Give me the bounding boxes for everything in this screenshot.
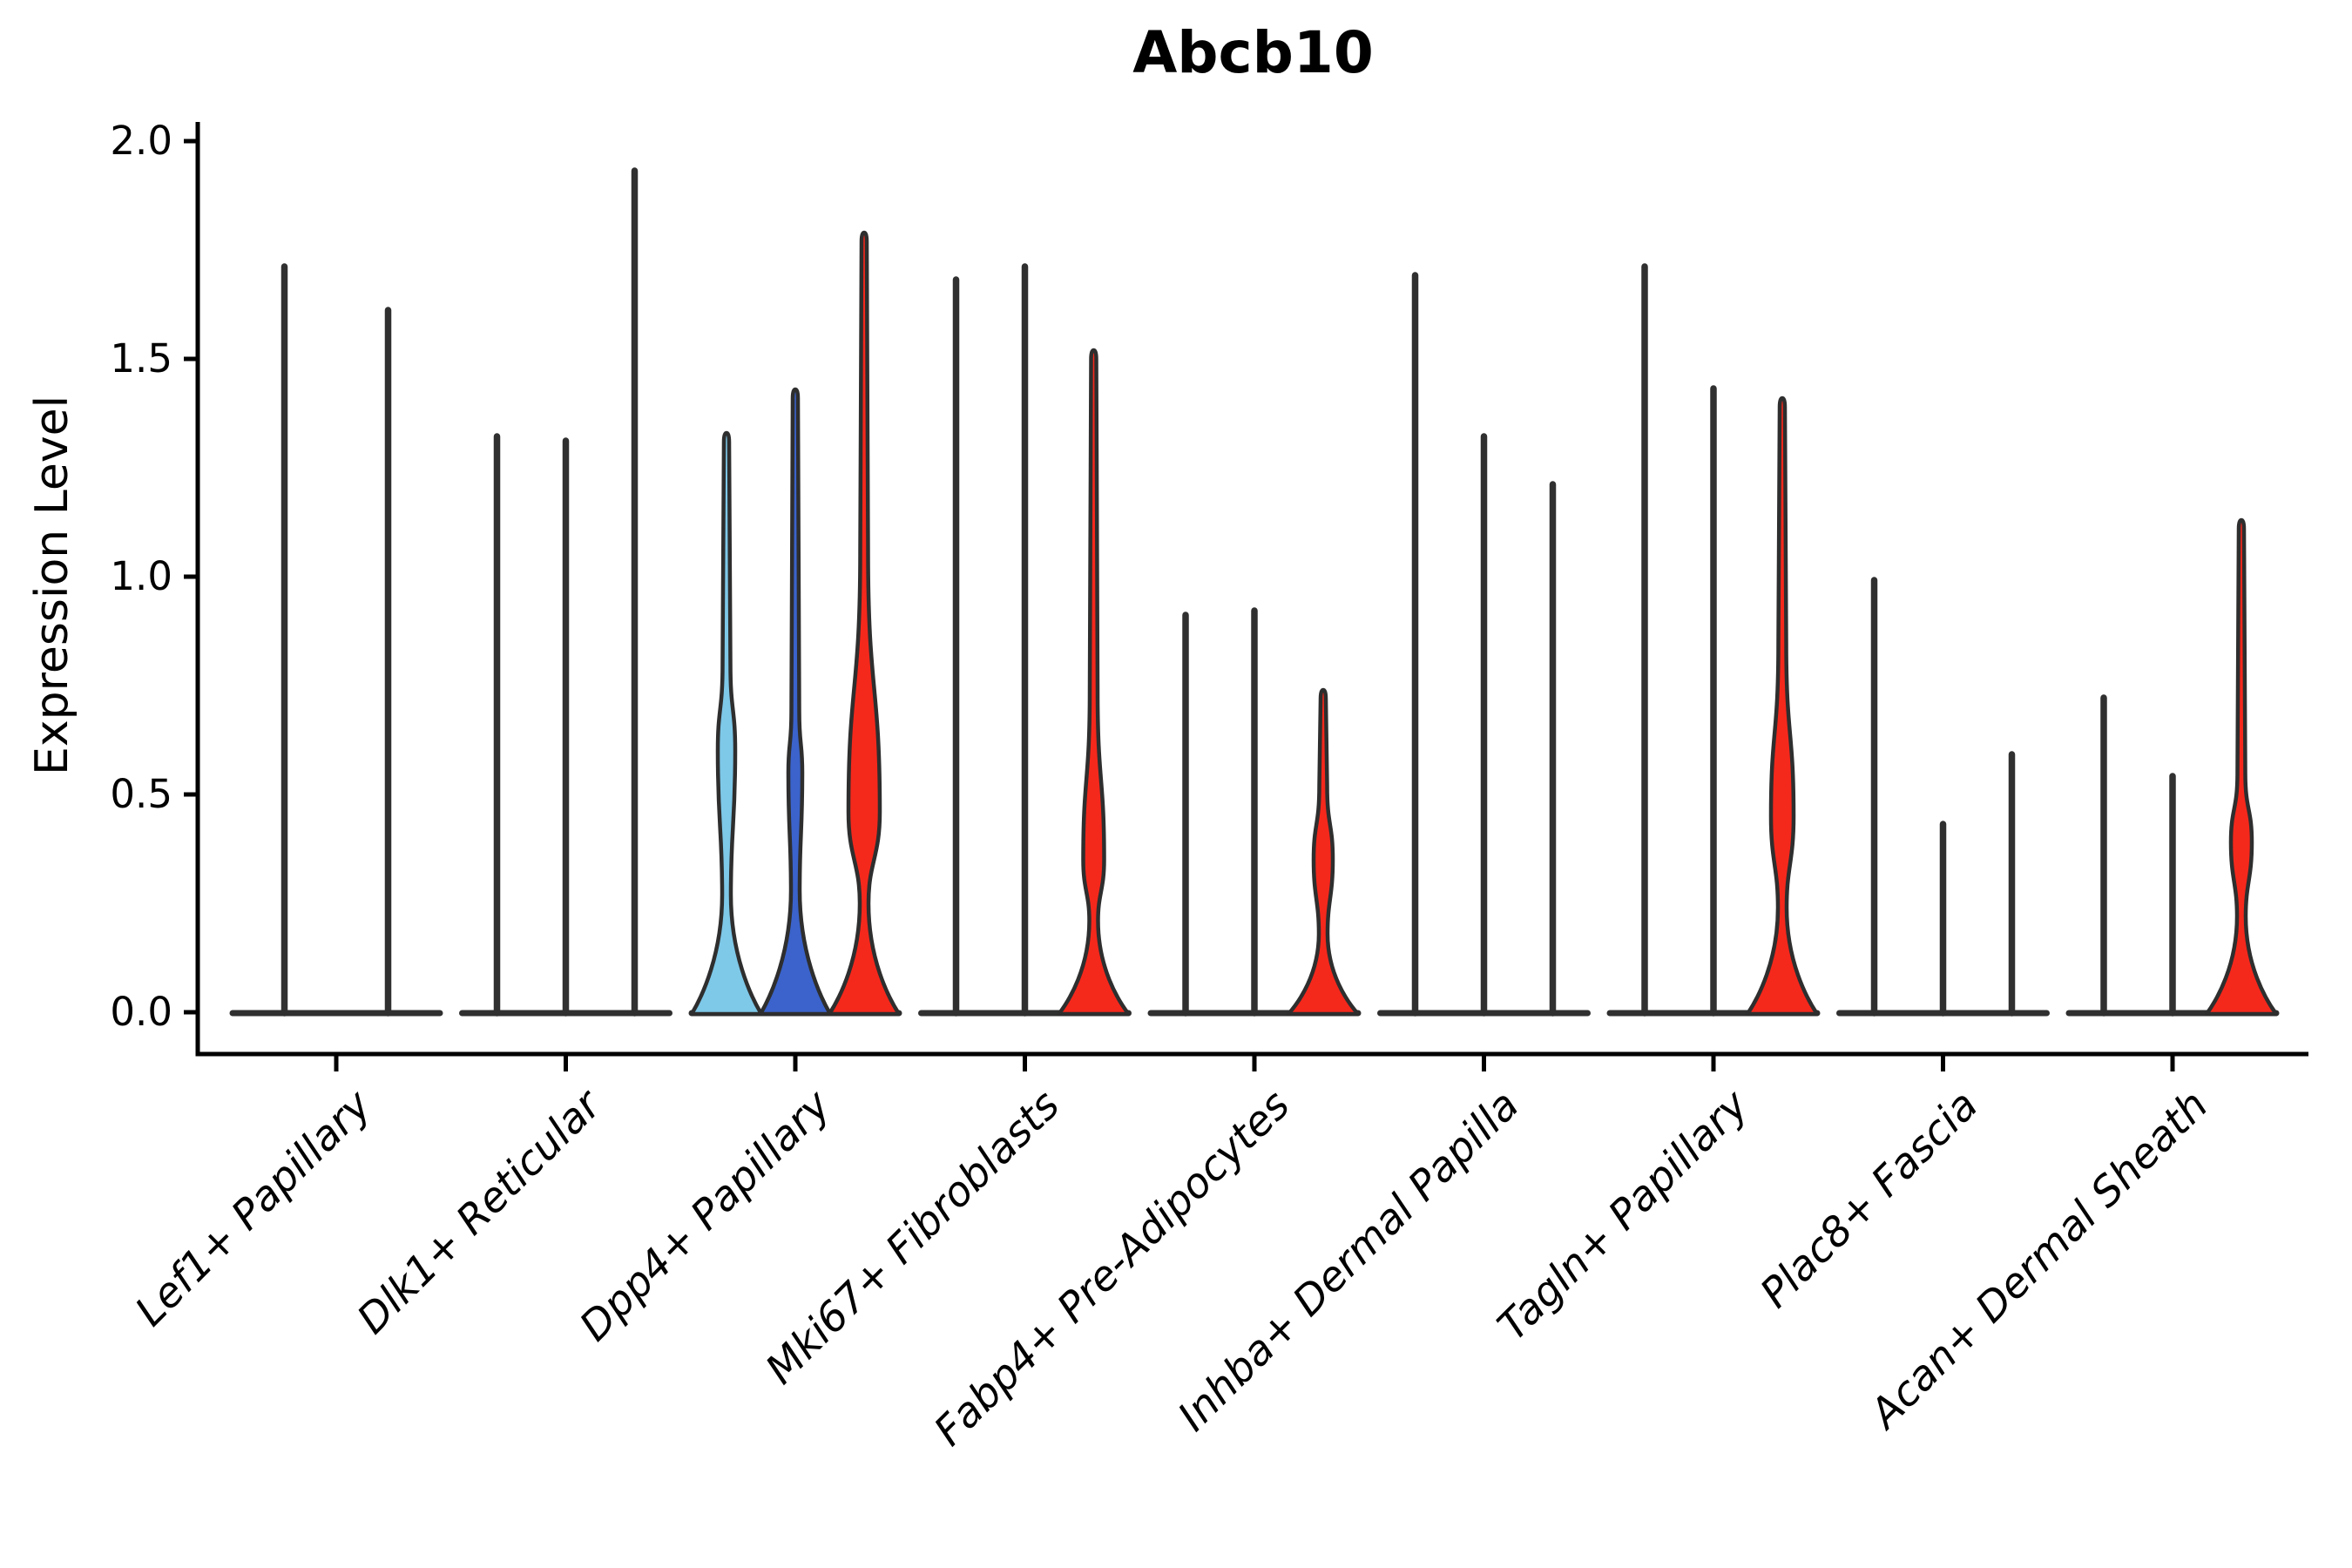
violin-body	[1057, 348, 1131, 1017]
violin-body	[689, 430, 764, 1017]
violin-body	[1286, 687, 1361, 1017]
chart-title: Abcb10	[1132, 19, 1374, 86]
y-tick-label: 2.0	[110, 118, 172, 164]
violin-body	[758, 387, 833, 1017]
y-tick-label: 1.5	[110, 335, 172, 382]
violin-body	[2204, 517, 2279, 1017]
violin-body	[1745, 395, 1820, 1017]
y-tick-label: 1.0	[110, 553, 172, 599]
violin-body	[827, 230, 902, 1017]
y-tick-label: 0.5	[110, 771, 172, 817]
y-tick-label: 0.0	[110, 989, 172, 1035]
